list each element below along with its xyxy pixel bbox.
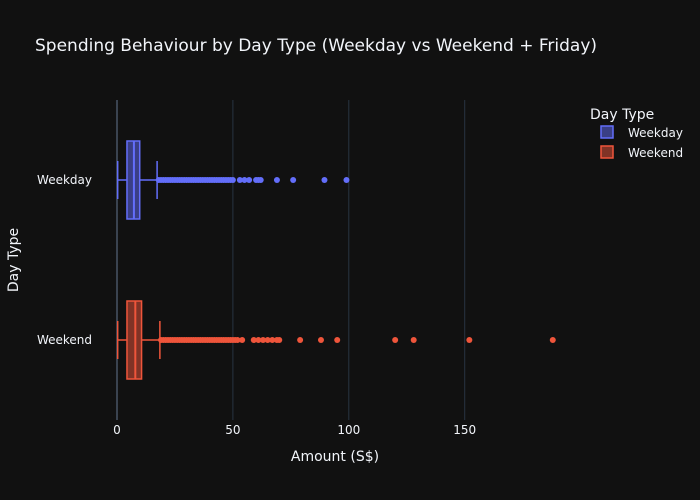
y-tick-label-weekend: Weekend: [37, 333, 92, 347]
iqr-box-weekend: [126, 300, 143, 380]
outlier-point-weekend-44: [334, 337, 341, 343]
x-tick-label-50: 50: [225, 423, 240, 437]
outlier-point-weekend-34: [239, 337, 246, 343]
x-tick-label-150: 150: [453, 423, 476, 437]
legend-swatch-weekend: [600, 145, 614, 159]
legend: Day Type Weekday Weekend: [590, 107, 683, 160]
outlier-point-weekend-39: [269, 337, 276, 343]
x-gridlines: [116, 100, 466, 420]
outlier-point-weekend-38: [264, 337, 271, 343]
outlier-point-weekday-41: [321, 177, 328, 183]
legend-item-weekend[interactable]: Weekend: [600, 145, 683, 160]
outlier-point-weekend-47: [466, 337, 473, 343]
outlier-point-weekday-32: [229, 177, 236, 183]
outlier-point-weekend-33: [234, 337, 241, 343]
outlier-point-weekend-36: [255, 337, 262, 343]
outlier-point-weekday-38: [257, 177, 264, 183]
box-weekend: [116, 300, 556, 380]
box-weekday: [116, 140, 350, 220]
outlier-point-weekend-46: [410, 337, 417, 343]
legend-item-weekday[interactable]: Weekday: [600, 125, 683, 140]
x-tick-label-0: 0: [113, 423, 121, 437]
outlier-point-weekday-39: [273, 177, 280, 183]
outlier-point-weekday-33: [236, 177, 243, 183]
chart-title: Spending Behaviour by Day Type (Weekday …: [35, 36, 597, 56]
outlier-point-weekday-40: [290, 177, 297, 183]
outlier-point-weekend-45: [392, 337, 399, 343]
legend-title: Day Type: [590, 107, 654, 123]
outlier-point-weekday-35: [246, 177, 253, 183]
x-axis-title: Amount (S$): [291, 449, 379, 465]
legend-label-weekday: Weekday: [628, 126, 683, 140]
y-axis-title: Day Type: [6, 228, 22, 292]
outlier-point-weekend-43: [317, 337, 324, 343]
x-tick-labels: 0 50 100 150: [113, 423, 476, 437]
outlier-point-weekend-48: [549, 337, 556, 343]
legend-label-weekend: Weekend: [628, 146, 683, 160]
outlier-point-weekday-34: [241, 177, 248, 183]
outlier-point-weekday-42: [343, 177, 350, 183]
y-tick-label-weekday: Weekday: [37, 173, 92, 187]
outlier-point-weekend-42: [297, 337, 304, 343]
x-tick-label-100: 100: [337, 423, 360, 437]
box-plot-area: [116, 140, 556, 380]
outlier-point-weekend-35: [250, 337, 257, 343]
outlier-point-weekend-37: [260, 337, 267, 343]
y-tick-labels: Weekday Weekend: [37, 173, 92, 347]
legend-swatch-weekday: [600, 125, 614, 139]
outlier-point-weekend-41: [276, 337, 283, 343]
